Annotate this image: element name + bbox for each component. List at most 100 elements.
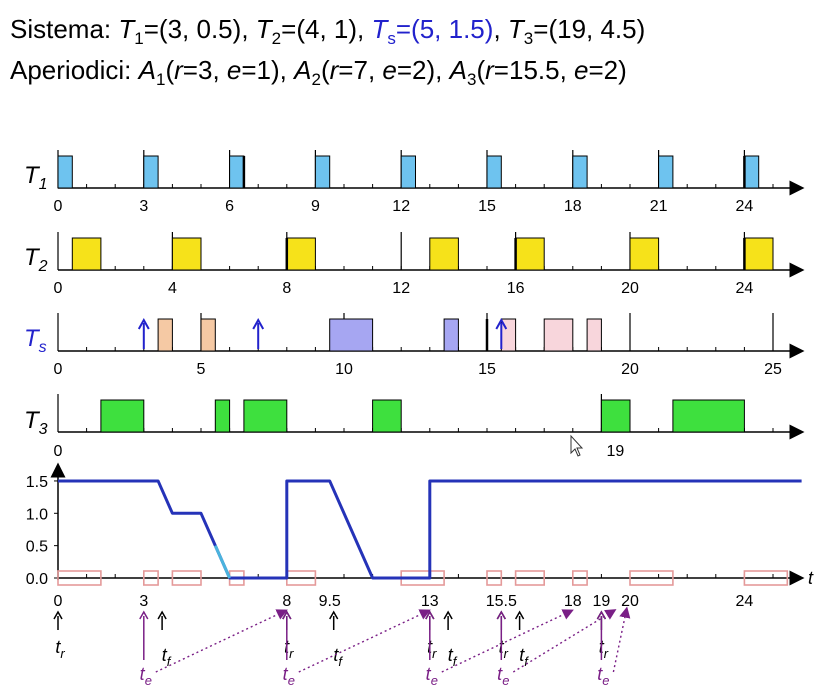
param-r-value: =15.5, <box>493 55 575 85</box>
tf-arrow-head <box>329 610 339 620</box>
x-tick-label: 18 <box>564 593 582 610</box>
te-label: te <box>283 664 295 688</box>
tick-label: 19 <box>607 443 625 460</box>
tick-label: 3 <box>139 198 148 215</box>
aperiodic-sub: 2 <box>311 70 321 90</box>
header-aperiodic-line: Aperiodici: A1(r=3, e=1), A2(r=7, e=2), … <box>10 55 627 90</box>
job-box-t3 <box>243 399 288 433</box>
tick-label: 24 <box>736 198 754 215</box>
aperiodic-list: A1(r=3, e=1), A2(r=7, e=2), A3(r=15.5, e… <box>138 55 627 90</box>
job-box-t3 <box>214 399 231 433</box>
tick-label: 0 <box>54 361 63 378</box>
tr-label: tr <box>499 637 509 661</box>
job-box-t2 <box>743 237 774 271</box>
x-tick-label: 8 <box>282 593 291 610</box>
job-box-t2 <box>71 237 102 271</box>
job-box-t1 <box>400 155 417 189</box>
job-box-t2 <box>629 237 660 271</box>
job-box-t1 <box>572 155 588 189</box>
aperiodic-spec: A2(r=7, e=2), <box>294 55 443 90</box>
x-tick-label: 20 <box>621 593 639 610</box>
task-spec: Ts=(5, 1.5) <box>364 14 493 48</box>
task-sub: 1 <box>134 29 144 49</box>
task-sub: s <box>387 29 396 49</box>
y-tick-label: 1.5 <box>26 474 48 491</box>
param-e-value: =2) <box>588 55 627 85</box>
tf-arrow-head <box>443 610 453 620</box>
row-label-ts: Ts <box>24 325 47 356</box>
tick-label: 12 <box>392 198 410 215</box>
task-spec: T1=(3, 0.5) <box>118 14 242 48</box>
te-label: te <box>597 664 609 688</box>
tick-label: 0 <box>54 198 63 215</box>
task-name: T <box>118 14 135 44</box>
aperiodic-name: A <box>138 55 156 85</box>
aperiodic-name: A <box>294 55 312 85</box>
timeline-t1: T1 0 3 6 9 12 15 18 21 24 <box>24 150 805 215</box>
job-box-ts <box>543 318 574 352</box>
budget-marker-box <box>171 570 202 586</box>
te-label: te <box>140 664 152 688</box>
tf-arrow-head <box>157 610 167 620</box>
job-box-ts <box>443 318 459 352</box>
param-r-label: r <box>329 55 339 85</box>
job-box-t2 <box>515 237 545 271</box>
task-sub: 2 <box>271 29 282 49</box>
budget-marker-box <box>571 570 588 586</box>
param-r-label: r <box>174 55 183 85</box>
budget-marker-box <box>743 570 789 586</box>
tick-label: 0 <box>54 280 63 297</box>
task-list: T1=(3, 0.5), T2=(4, 1), Ts=(5, 1.5), T3=… <box>118 14 646 48</box>
budget-marker-box <box>143 570 159 586</box>
tr-label: tr <box>55 637 65 661</box>
job-box-t3 <box>100 399 145 433</box>
budget-marker-box <box>629 570 674 586</box>
y-tick-label: 0.0 <box>26 571 48 588</box>
event-markers: trtrtrtrtrtftftftftetetetete <box>53 606 631 688</box>
job-box-t1 <box>743 155 760 189</box>
tr-label: tr <box>599 637 609 661</box>
task-spec: T2=(4, 1) <box>249 14 357 48</box>
te-arrow-head <box>425 610 435 620</box>
job-box-t1 <box>229 155 245 189</box>
tr-label: tr <box>427 637 437 661</box>
tick-label: 12 <box>392 280 410 297</box>
tr-label: tr <box>284 637 294 661</box>
tick-label: 8 <box>282 280 291 297</box>
tick-label: 15 <box>478 198 496 215</box>
tick-label: 24 <box>736 280 754 297</box>
tick-label: 4 <box>168 280 177 297</box>
capacity-line <box>58 479 802 580</box>
job-box-ts <box>157 318 173 352</box>
aperiodic-label: Aperiodici: <box>10 55 132 85</box>
te-link-dotted <box>512 609 617 673</box>
job-box-t3 <box>672 399 745 433</box>
te-link-dotted <box>441 609 574 673</box>
tick-label: 18 <box>564 198 582 215</box>
y-tick-label: 0.5 <box>26 539 48 556</box>
timeline-ts: Ts 0 5 10 15 20 25 <box>24 313 805 378</box>
task-params: =(3, 0.5) <box>143 14 242 44</box>
te-arrow-head <box>282 610 292 620</box>
x-tick-label: 15.5 <box>486 593 517 610</box>
job-box-t2 <box>286 237 316 271</box>
param-r-value: =3, <box>182 55 227 85</box>
budget-marker-box <box>514 570 545 586</box>
job-box-t1 <box>658 155 674 189</box>
job-box-t2 <box>429 237 459 271</box>
arrival-arrowhead <box>252 317 265 330</box>
x-tick-label: 0 <box>54 593 63 610</box>
job-box-t1 <box>143 155 159 189</box>
tf-label: tf <box>519 645 529 669</box>
tick-label: 10 <box>335 361 353 378</box>
job-box-ts <box>586 318 602 352</box>
budget-marker-box <box>486 570 503 586</box>
tf-arrow-head <box>514 610 525 620</box>
tick-label: 25 <box>764 361 782 378</box>
task-params: =(19, 4.5) <box>533 14 646 44</box>
x-tick-label: 3 <box>139 593 148 610</box>
job-box-ts <box>200 318 216 352</box>
axis-label-t: t <box>808 568 814 588</box>
param-r-value: =7, <box>338 55 383 85</box>
te-arrow-head <box>596 610 607 620</box>
